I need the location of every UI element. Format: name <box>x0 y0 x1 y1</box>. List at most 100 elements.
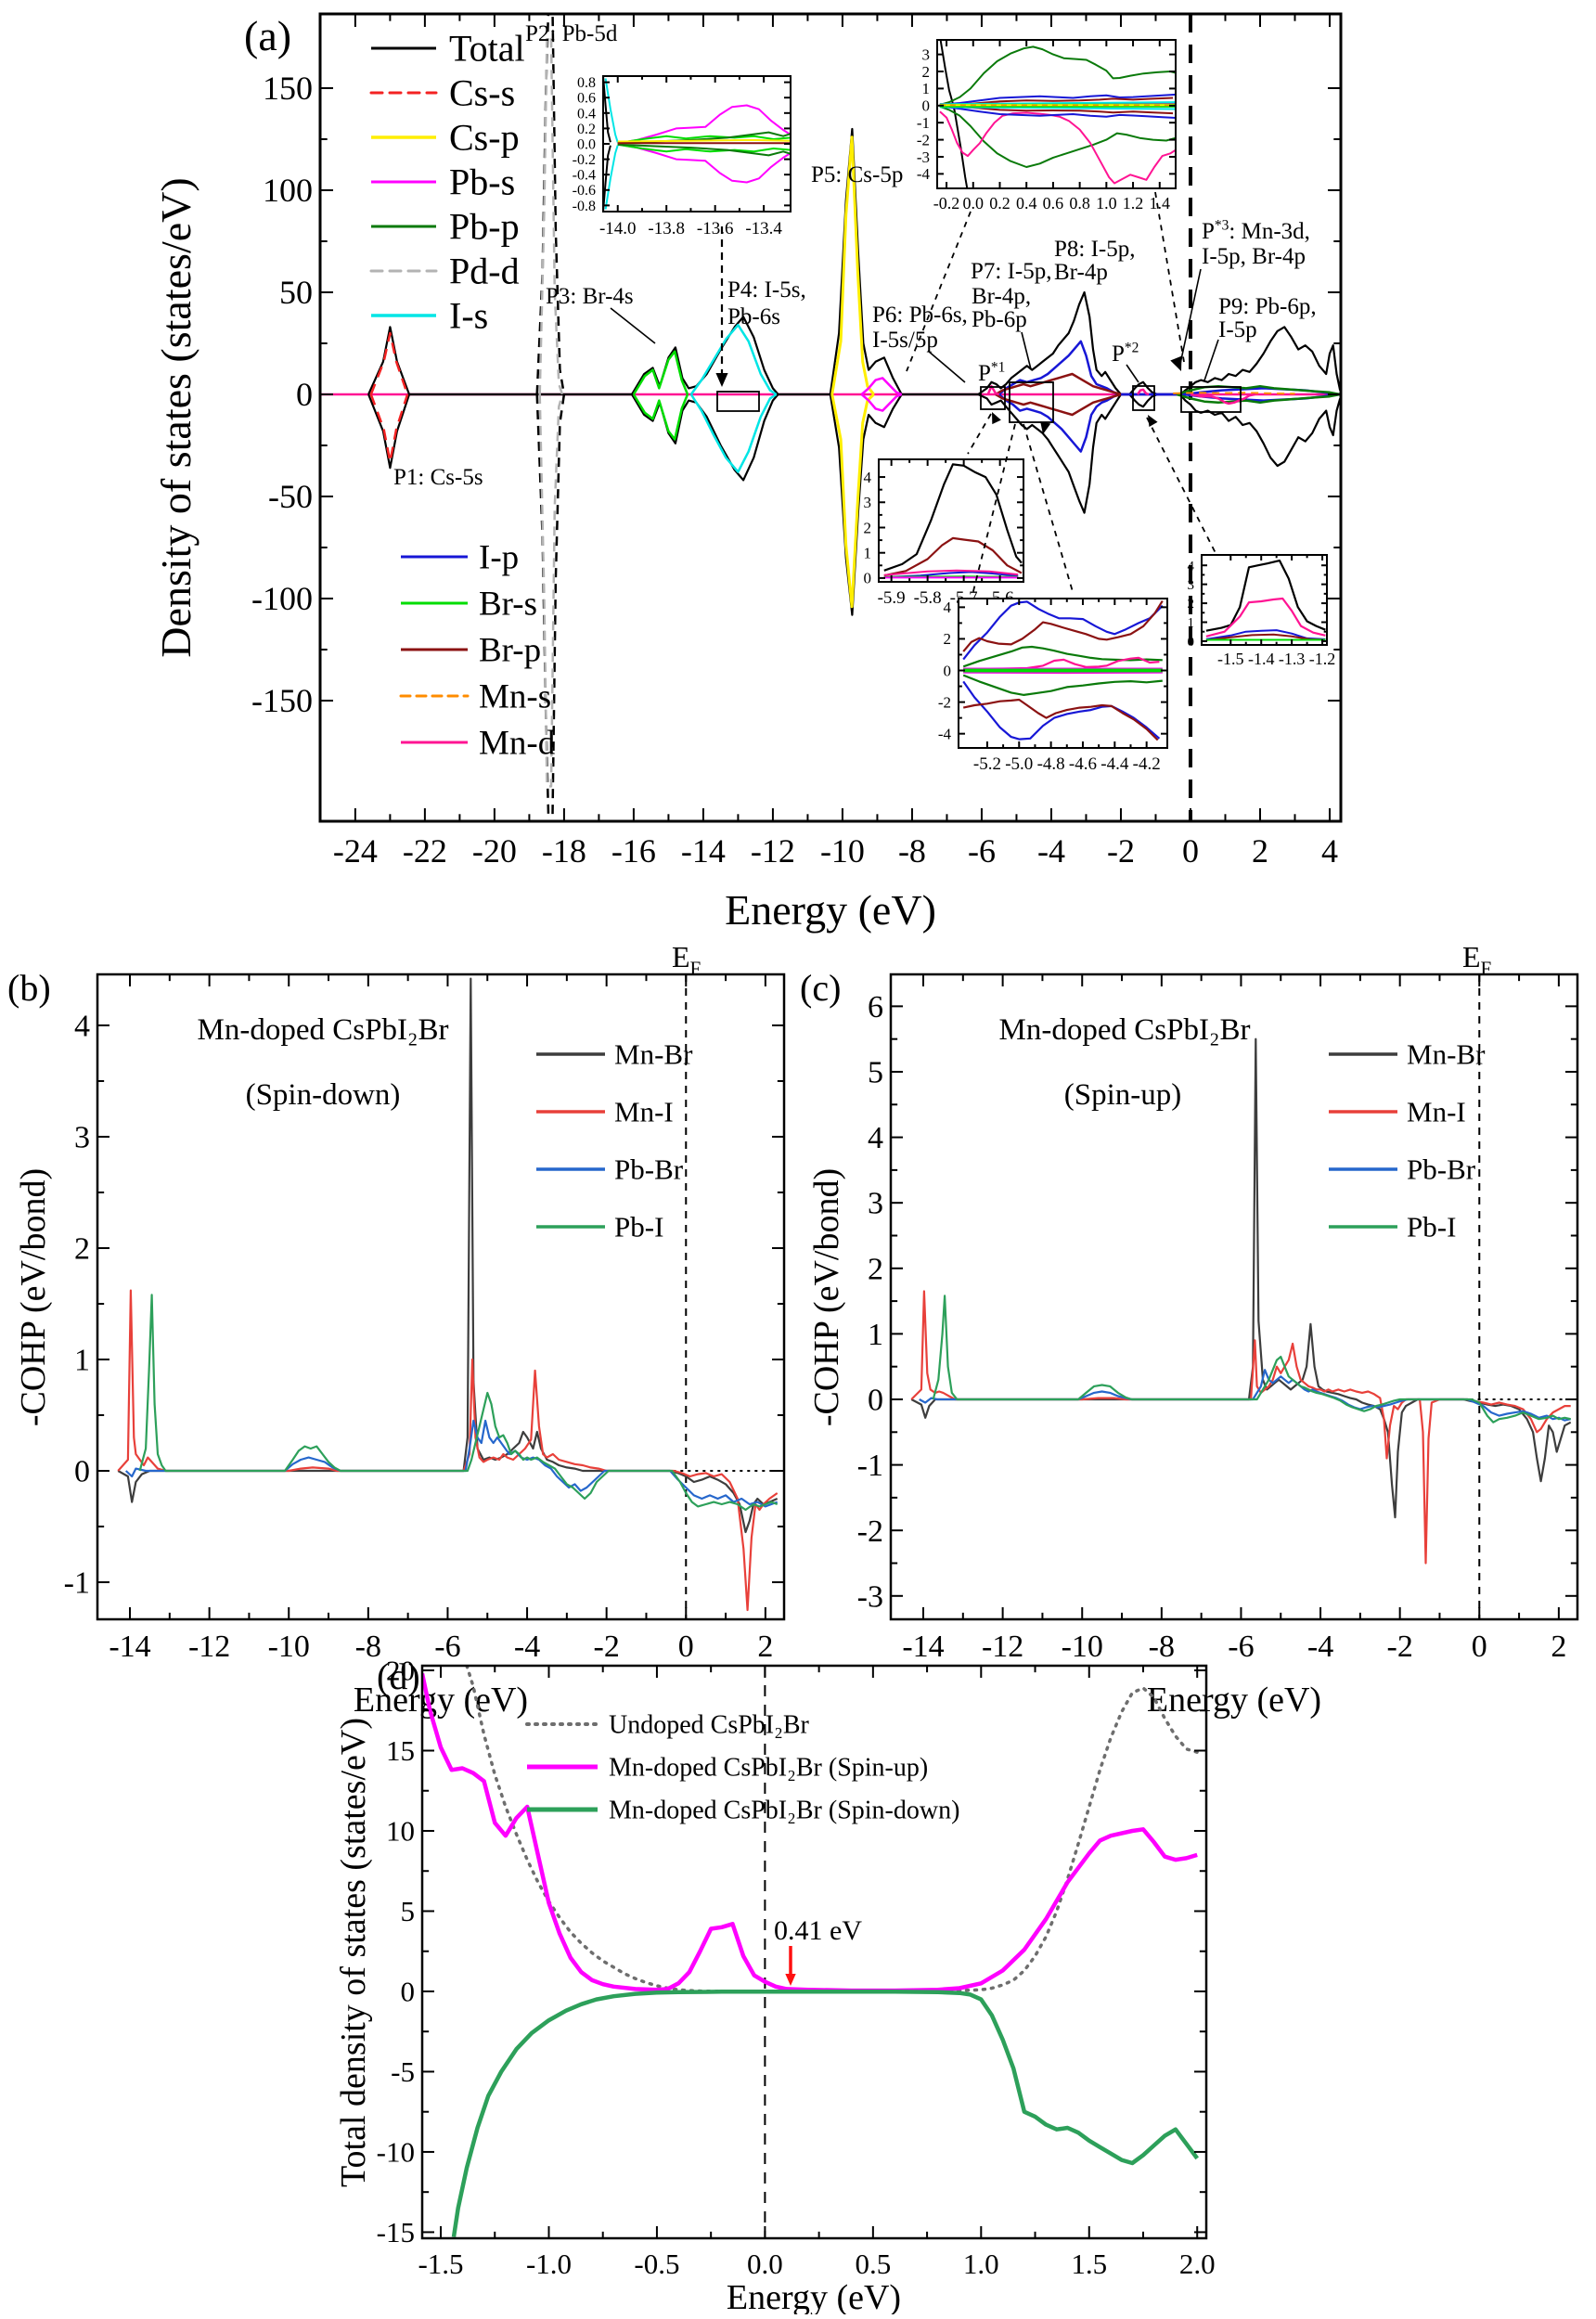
x-tick-label: 2.0 <box>1179 2248 1216 2280</box>
x-axis-title: Energy (eV) <box>727 2278 901 2314</box>
text-label: Mn-doped CsPbI₂Br <box>999 1013 1251 1047</box>
y-tick-label: 100 <box>263 172 313 209</box>
text-label: EF <box>1462 940 1491 979</box>
y-tick-label: 3 <box>74 1121 90 1155</box>
legend-label: Total <box>449 28 525 70</box>
legend-label: Br-p <box>479 632 541 670</box>
y-tick-label: 3 <box>922 45 931 63</box>
legend-label: Pb-Br <box>1407 1153 1476 1186</box>
legend-label: I-s <box>449 295 488 337</box>
x-tick-label: -13.8 <box>648 219 685 238</box>
x-tick-label: 1.2 <box>1123 194 1144 213</box>
y-tick-label: -3 <box>917 148 930 166</box>
text-label: (Spin-down) <box>246 1078 401 1112</box>
x-tick-label: -4 <box>514 1630 540 1664</box>
series-a-i-s-down <box>691 394 777 472</box>
y-tick-label: -1 <box>917 114 930 132</box>
x-tick-label: 0 <box>678 1630 694 1664</box>
series-b-pb-i <box>140 1295 778 1510</box>
series-a-pd-d-outer-up <box>537 10 564 394</box>
y-tick-label: -15 <box>377 2216 415 2248</box>
x-tick-label: 0.8 <box>1069 194 1090 213</box>
x-tick-label: -2 <box>594 1630 620 1664</box>
legend-label: Mn-d <box>479 725 556 763</box>
y-tick-label: 2 <box>868 1252 883 1286</box>
x-tick-label: -1.5 <box>418 2248 463 2280</box>
y-tick-label: 5 <box>868 1056 883 1090</box>
y-tick-label: 3 <box>868 1187 883 1221</box>
text-label: EF <box>672 940 701 979</box>
text-label: P7: I-5p, <box>971 259 1052 284</box>
x-tick-label: -24 <box>333 832 378 870</box>
text-label: I-5p, Br-4p <box>1202 244 1306 269</box>
legend-label: Mn-Br <box>1407 1038 1486 1071</box>
y-tick-label: 0.8 <box>577 75 596 91</box>
axes-frame-d <box>422 1666 1206 2238</box>
x-tick-label: -4 <box>1307 1630 1333 1664</box>
x-tick-label: -2 <box>1107 832 1135 870</box>
text-label: (b) <box>7 967 51 1009</box>
x-tick-label: -4.6 <box>1069 754 1097 774</box>
x-tick-label: 1.4 <box>1150 194 1171 213</box>
text-label: Mn-doped CsPbI₂Br <box>198 1013 449 1047</box>
legend-label: Mn-s <box>479 678 551 716</box>
x-tick-label: 0.0 <box>747 2248 783 2280</box>
legend-label: Pd-d <box>449 251 520 292</box>
y-tick-label: 2 <box>1188 597 1195 612</box>
y-tick-label: -3 <box>857 1579 883 1614</box>
y-tick-label: 1 <box>1188 616 1195 631</box>
y-tick-label: 2 <box>922 63 931 81</box>
arrowhead <box>785 1974 795 1986</box>
x-tick-label: 0.4 <box>1016 194 1037 213</box>
x-tick-label: 0.2 <box>989 194 1010 213</box>
text-label: (Spin-up) <box>1064 1078 1182 1112</box>
x-tick-label: -12 <box>751 832 795 870</box>
legend-label: Mn-doped CsPbI₂Br (Spin-down) <box>609 1797 959 1825</box>
text-label: P4: I-5s, <box>727 277 806 303</box>
y-tick-label: 4 <box>1188 559 1195 573</box>
series-b-mn-i <box>118 1291 778 1610</box>
axes-frame-c <box>891 974 1577 1619</box>
x-tick-label: -5.0 <box>1005 754 1033 774</box>
y-tick-label: 3 <box>1188 578 1195 593</box>
text-label: P*2 <box>1112 341 1139 367</box>
x-tick-label: -1.3 <box>1279 650 1306 668</box>
x-tick-label: -6 <box>1228 1630 1254 1664</box>
y-tick-label: -2 <box>857 1514 883 1549</box>
series-a-i-s-up <box>691 325 777 394</box>
y-tick-label: 3 <box>864 494 872 511</box>
y-tick-label: 0.4 <box>577 106 596 122</box>
x-tick-label: -13.6 <box>697 219 734 238</box>
series-c-mn-i <box>911 1292 1570 1564</box>
x-tick-label: -12 <box>982 1630 1023 1664</box>
y-tick-label: -1 <box>64 1566 90 1601</box>
x-tick-label: -5.9 <box>878 588 906 608</box>
text-label: P3: Br-4s <box>546 284 634 309</box>
x-axis-title: Energy (eV) <box>725 886 936 934</box>
legend-label: Mn-doped CsPbI₂Br (Spin-up) <box>609 1754 928 1783</box>
y-tick-label: 15 <box>386 1734 415 1767</box>
arrowhead <box>1143 412 1157 427</box>
series-a-cs-s-up <box>371 333 407 394</box>
y-tick-label: 0 <box>944 662 952 679</box>
y-tick-label: -100 <box>251 580 313 617</box>
legend-label: Pb-Br <box>614 1153 684 1186</box>
y-tick-label: 4 <box>864 469 872 486</box>
text-label: P5: Cs-5p <box>811 162 903 187</box>
x-tick-label: 4 <box>1321 832 1338 870</box>
x-tick-label: -16 <box>611 832 656 870</box>
y-tick-label: -0.4 <box>573 168 596 184</box>
y-tick-label: 2 <box>944 630 952 648</box>
y-tick-label: 0 <box>74 1455 90 1489</box>
y-axis-title: Density of states (states/eV) <box>152 177 200 657</box>
y-tick-label: -50 <box>268 478 313 515</box>
legend-label: Pb-s <box>449 161 515 203</box>
x-tick-label: 2 <box>757 1630 773 1664</box>
x-tick-label: -13.4 <box>745 219 782 238</box>
legend-label: Mn-I <box>614 1096 674 1128</box>
